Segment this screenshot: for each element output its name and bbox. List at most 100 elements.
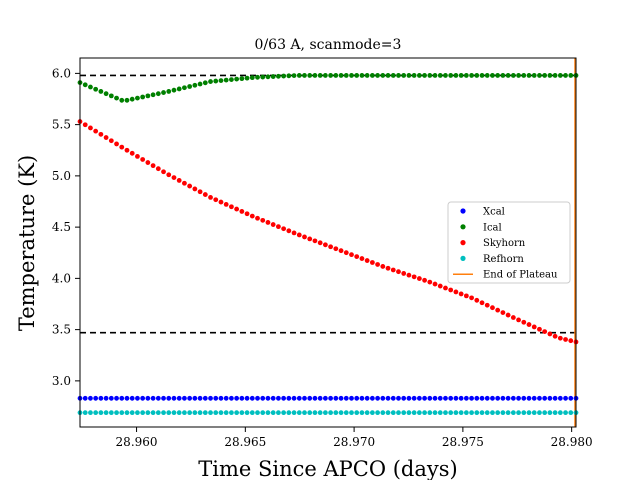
data-point	[484, 302, 490, 308]
data-point	[296, 410, 302, 416]
data-point	[505, 410, 511, 416]
data-point	[552, 395, 558, 401]
data-point	[411, 410, 417, 416]
data-point	[364, 73, 370, 78]
data-point	[296, 395, 302, 401]
data-point	[108, 410, 114, 416]
data-point	[260, 410, 266, 416]
data-point	[176, 178, 182, 183]
data-point	[93, 128, 99, 134]
data-point	[119, 410, 125, 416]
y-axis-label: Temperature (K)	[15, 155, 39, 331]
data-point	[249, 75, 255, 81]
data-point	[322, 242, 328, 248]
data-point	[563, 410, 568, 416]
data-point	[333, 73, 339, 78]
data-point	[161, 90, 166, 95]
data-point	[458, 73, 464, 78]
legend-marker	[460, 255, 466, 261]
data-point	[140, 94, 146, 100]
data-point	[443, 73, 448, 78]
y-tick-label: 5.5	[52, 118, 71, 132]
data-point	[103, 135, 109, 140]
data-point	[322, 395, 328, 401]
data-point	[380, 73, 386, 78]
data-point	[406, 73, 412, 78]
legend-label: Ical	[483, 222, 502, 233]
data-point	[312, 73, 318, 78]
data-point	[563, 337, 568, 342]
data-point	[197, 189, 203, 195]
data-point	[218, 395, 224, 401]
data-point	[500, 395, 506, 401]
data-point	[406, 395, 412, 401]
data-point	[343, 250, 349, 256]
legend-label: Refhorn	[483, 254, 524, 265]
data-point	[338, 395, 344, 401]
data-point	[192, 186, 198, 192]
data-point	[416, 410, 422, 416]
data-point	[166, 89, 172, 94]
data-point	[182, 410, 187, 416]
data-point	[150, 395, 156, 401]
data-point	[317, 395, 323, 401]
data-point	[317, 73, 323, 78]
data-point	[213, 78, 219, 84]
data-point	[526, 395, 532, 401]
data-point	[129, 96, 135, 102]
data-point	[516, 410, 521, 416]
data-point	[187, 84, 193, 89]
data-point	[390, 410, 396, 416]
data-point	[474, 297, 480, 303]
data-point	[270, 74, 276, 79]
data-point	[135, 410, 140, 416]
data-point	[202, 192, 208, 197]
data-point	[479, 300, 485, 306]
data-point	[526, 410, 532, 416]
data-point	[155, 91, 161, 97]
data-point	[505, 73, 511, 78]
data-point	[229, 395, 234, 401]
data-point	[260, 395, 266, 401]
data-point	[114, 95, 119, 101]
data-point	[547, 73, 553, 78]
legend-box	[447, 201, 571, 284]
data-point	[171, 175, 177, 180]
data-point	[145, 160, 151, 165]
data-point	[338, 248, 344, 254]
data-point	[364, 395, 370, 401]
data-point	[223, 77, 229, 83]
data-point	[98, 410, 104, 416]
data-point	[568, 410, 574, 416]
data-point	[161, 410, 166, 416]
data-point	[375, 73, 380, 78]
data-point	[296, 73, 302, 78]
data-point	[369, 73, 375, 78]
data-point	[192, 82, 198, 88]
data-point	[469, 73, 474, 78]
data-point	[495, 410, 501, 416]
data-point	[213, 410, 219, 416]
data-point	[474, 395, 480, 401]
data-point	[349, 73, 354, 78]
data-point	[213, 395, 219, 401]
data-point	[490, 305, 495, 311]
data-point	[463, 395, 469, 401]
data-point	[333, 246, 339, 252]
data-point	[416, 276, 422, 281]
data-point	[390, 267, 396, 273]
data-point	[244, 75, 250, 81]
data-point	[333, 395, 339, 401]
data-point	[171, 87, 177, 93]
data-point	[510, 410, 516, 416]
data-point	[239, 395, 245, 401]
x-tick-label: 28.960	[116, 435, 158, 449]
data-point	[547, 395, 553, 401]
data-point	[364, 410, 370, 416]
data-point	[93, 395, 99, 401]
data-point	[171, 395, 177, 401]
data-point	[484, 73, 490, 78]
data-point	[291, 230, 297, 236]
data-point	[531, 73, 537, 78]
data-point	[93, 410, 99, 416]
